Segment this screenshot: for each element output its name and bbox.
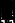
Text: Transfer the information
contained in instruction
to remote server: Transfer the information contained in in… xyxy=(0,0,15,23)
Text: S211: S211 xyxy=(11,2,15,23)
Text: S205: S205 xyxy=(11,0,15,19)
Bar xyxy=(3,15,10,17)
Text: Input interface receives
user input and then
generates input signal: Input interface receives user input and … xyxy=(0,0,15,23)
Bar xyxy=(3,7,10,8)
Text: S201: S201 xyxy=(11,0,15,15)
Bar xyxy=(3,11,10,12)
Text: S203: S203 xyxy=(11,0,15,17)
Bar xyxy=(3,8,10,10)
Text: S215: S215 xyxy=(12,6,15,23)
Bar xyxy=(3,3,10,4)
Text: Data processing unit
extracts information
contained in instruction: Data processing unit extracts informatio… xyxy=(0,0,15,23)
Bar xyxy=(3,5,10,7)
Text: Display data on display panel: Display data on display panel xyxy=(0,0,15,20)
Bar xyxy=(3,13,10,15)
Text: S209: S209 xyxy=(11,0,15,23)
Text: S207: S207 xyxy=(11,0,15,21)
Text: Remote server provides data: Remote server provides data xyxy=(0,0,15,16)
Text: Restore to play data on display panel: Restore to play data on display panel xyxy=(0,5,15,23)
Text: Data processing unit
determines instruction
represented by input signal: Data processing unit determines instruct… xyxy=(0,0,15,23)
Text: S213: S213 xyxy=(11,5,15,23)
Text: FIG. 2: FIG. 2 xyxy=(0,1,15,23)
Text: Data processing unit
receives data and performs
determination and process: Data processing unit receives data and p… xyxy=(0,0,15,23)
Bar xyxy=(2,17,10,18)
